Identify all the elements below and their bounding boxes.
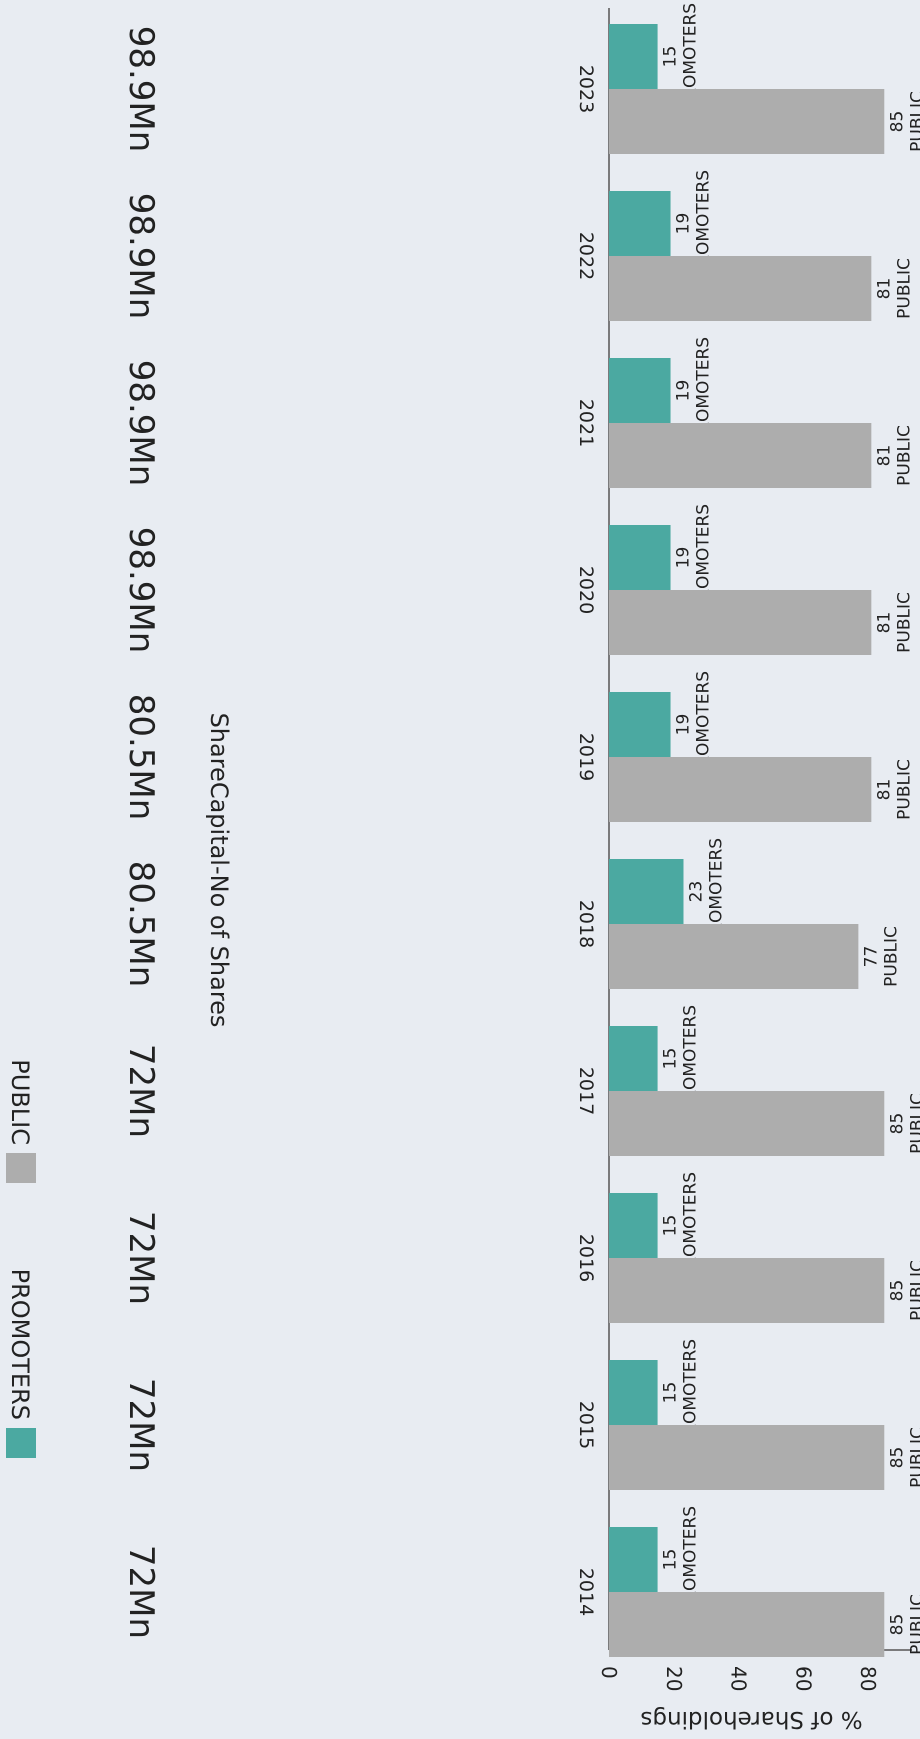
bar-value-label: 81 — [874, 445, 894, 467]
bar-series-label: PROMOTERS — [694, 337, 714, 444]
legend-swatch-promoters — [6, 1428, 36, 1458]
share-capital-value: 98.9Mn — [121, 193, 161, 320]
bar-public — [609, 89, 885, 154]
x-tick-label: 2020 — [575, 566, 597, 614]
y-tick-label: 40 — [727, 1666, 751, 1691]
bar-value-label: 19 — [674, 213, 694, 235]
legend-label-promoters: PROMOTERS — [6, 1269, 34, 1420]
bar-public — [609, 924, 859, 989]
bar-value-label: 81 — [874, 779, 894, 801]
bar-series-label: PUBLIC — [907, 1093, 920, 1154]
share-capital-value: 80.5Mn — [121, 861, 161, 988]
legend-swatch-public — [6, 1153, 36, 1183]
bar-value-label: 85 — [887, 1280, 907, 1302]
bar-series-label: PUBLIC — [907, 1260, 920, 1321]
x-tick-label: 2015 — [575, 1401, 597, 1449]
bars: PROMOTERS15PUBLIC85PROMOTERS15PUBLIC85PR… — [608, 3, 920, 1657]
bar-value-label: 15 — [661, 46, 681, 68]
bar-series-label: PUBLIC — [907, 1594, 920, 1655]
bar-promoters — [608, 859, 684, 924]
bar-series-label: PROMOTERS — [681, 1172, 701, 1279]
x-axis-categories: 2014 2015 2016 2017 2018 2019 2020 2021 2022 2023 — [575, 65, 597, 1616]
bar-series-label: PUBLIC — [894, 258, 914, 319]
bar-value-label: 85 — [887, 111, 907, 133]
bar-series-label: PUBLIC — [894, 759, 914, 820]
bar-value-label: 19 — [674, 380, 694, 402]
x-tick-label: 2014 — [575, 1568, 597, 1616]
bar-promoters — [609, 1193, 658, 1258]
bar-public — [609, 1091, 885, 1156]
bar-series-label: PROMOTERS — [694, 504, 714, 611]
bar-value-label: 77 — [861, 946, 881, 968]
bar-public — [609, 1425, 885, 1490]
share-capital-value: 72Mn — [121, 1378, 161, 1472]
bar-value-label: 15 — [661, 1048, 681, 1070]
bar-value-label: 85 — [887, 1447, 907, 1469]
bar-value-label: 15 — [661, 1382, 681, 1404]
y-tick-label: 0 — [597, 1666, 621, 1679]
share-capital-value: 98.9Mn — [121, 360, 161, 487]
share-capital-values: 72Mn 72Mn 72Mn 72Mn 80.5Mn 80.5Mn 98.9Mn 98.9Mn… — [121, 26, 161, 1639]
bar-series-label: PROMOTERS — [681, 1339, 701, 1446]
y-tick-label: 20 — [662, 1666, 686, 1691]
bar-public — [608, 590, 872, 655]
bar-promoters — [608, 525, 671, 590]
bar-public — [608, 423, 872, 488]
bar-promoters — [609, 24, 658, 89]
bar-value-label: 15 — [661, 1549, 681, 1571]
bar-public — [609, 1258, 885, 1323]
x-tick-label: 2018 — [575, 900, 597, 948]
bar-series-label: PUBLIC — [894, 425, 914, 486]
bar-value-label: 81 — [874, 612, 894, 634]
rotated-chart-group: 0 20 40 60 80 % of Shareholdings PROMOTERS15… — [6, 3, 920, 1732]
bar-public — [609, 1592, 885, 1657]
bar-public — [608, 256, 872, 321]
y-tick-label: 60 — [791, 1666, 815, 1691]
share-capital-value: 72Mn — [121, 1545, 161, 1639]
bar-series-label: PROMOTERS — [681, 3, 701, 110]
bar-value-label: 19 — [674, 547, 694, 569]
bar-value-label: 85 — [887, 1614, 907, 1636]
bar-value-label: 81 — [874, 278, 894, 300]
bar-series-label: PROMOTERS — [694, 170, 714, 277]
y-tick-label: 80 — [856, 1666, 880, 1691]
bar-promoters — [609, 1360, 658, 1425]
bar-value-label: 85 — [887, 1113, 907, 1135]
bar-series-label: PUBLIC — [881, 926, 901, 987]
bar-promoters — [608, 692, 671, 757]
bar-promoters — [609, 1026, 658, 1091]
bar-series-label: PROMOTERS — [694, 671, 714, 778]
bar-series-label: PROMOTERS — [706, 838, 726, 945]
y-axis-ticks: 0 20 40 60 80 — [597, 1666, 880, 1691]
bar-value-label: 19 — [674, 714, 694, 736]
bar-series-label: PUBLIC — [907, 1427, 920, 1488]
share-capital-value: 72Mn — [121, 1211, 161, 1305]
share-capital-value: 72Mn — [121, 1044, 161, 1138]
x-tick-label: 2019 — [575, 733, 597, 781]
x-tick-label: 2023 — [575, 65, 597, 113]
bar-value-label: 15 — [661, 1215, 681, 1237]
bar-series-label: PROMOTERS — [681, 1506, 701, 1613]
bar-public — [608, 757, 872, 822]
bar-promoters — [609, 1527, 658, 1592]
x-tick-label: 2016 — [575, 1234, 597, 1282]
x-tick-label: 2022 — [575, 232, 597, 280]
legend-label-public: PUBLIC — [6, 1059, 34, 1145]
x-tick-label: 2017 — [575, 1067, 597, 1115]
share-capital-value: 98.9Mn — [121, 26, 161, 153]
bar-series-label: PUBLIC — [907, 91, 920, 152]
bar-value-label: 23 — [686, 881, 706, 903]
x-tick-label: 2021 — [575, 399, 597, 447]
bar-series-label: PROMOTERS — [681, 1005, 701, 1112]
legend: PROMOTERS PUBLIC — [6, 1059, 36, 1458]
bar-series-label: PUBLIC — [894, 592, 914, 653]
share-capital-value: 98.9Mn — [121, 527, 161, 654]
share-capital-title: ShareCapital-No of Shares — [205, 713, 233, 1028]
y-axis-label: % of Shareholdings — [640, 1706, 862, 1732]
share-capital-value: 80.5Mn — [121, 694, 161, 821]
bar-promoters — [608, 358, 671, 423]
bar-promoters — [608, 191, 671, 256]
